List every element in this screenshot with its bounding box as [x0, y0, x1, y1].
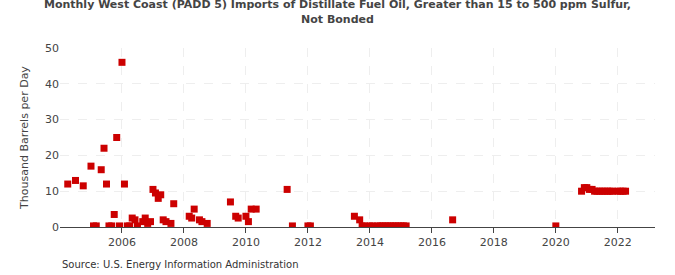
svg-text:2022: 2022: [604, 236, 632, 249]
svg-text:2016: 2016: [418, 236, 446, 249]
svg-text:10: 10: [45, 185, 59, 198]
svg-text:Monthly West Coast (PADD 5) Im: Monthly West Coast (PADD 5) Imports of D…: [44, 0, 631, 26]
svg-text:2014: 2014: [356, 236, 384, 249]
svg-text:30: 30: [45, 113, 59, 126]
svg-text:50: 50: [45, 42, 59, 55]
svg-text:2018: 2018: [480, 236, 508, 249]
svg-text:0: 0: [52, 221, 59, 234]
svg-text:2010: 2010: [232, 236, 260, 249]
svg-text:Source: U.S. Energy Informatio: Source: U.S. Energy Information Administ…: [62, 259, 299, 270]
svg-text:20: 20: [45, 149, 59, 162]
svg-text:2020: 2020: [542, 236, 570, 249]
svg-text:2006: 2006: [108, 236, 136, 249]
svg-text:40: 40: [45, 78, 59, 91]
svg-text:Thousand Barrels per Day: Thousand Barrels per Day: [18, 66, 31, 210]
svg-text:2008: 2008: [170, 236, 198, 249]
svg-text:2012: 2012: [294, 236, 322, 249]
